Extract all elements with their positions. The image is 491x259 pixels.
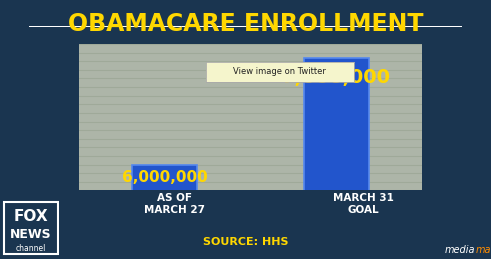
Text: MARCH 31
GOAL: MARCH 31 GOAL (333, 193, 394, 214)
Text: OBAMACARE ENROLLMENT: OBAMACARE ENROLLMENT (68, 12, 423, 36)
Bar (132, 165, 197, 259)
Text: FOX: FOX (13, 209, 48, 224)
Text: View image on Twitter: View image on Twitter (233, 67, 327, 76)
Text: 7,066,000: 7,066,000 (282, 68, 391, 87)
Text: NEWS: NEWS (10, 228, 52, 241)
Bar (303, 57, 369, 259)
Text: channel: channel (16, 244, 46, 253)
Text: AS OF
MARCH 27: AS OF MARCH 27 (144, 193, 205, 214)
Text: 6,000,000: 6,000,000 (122, 170, 207, 185)
Text: matters.org: matters.org (475, 245, 491, 255)
Text: SOURCE: HHS: SOURCE: HHS (203, 237, 288, 247)
Text: media: media (445, 245, 475, 255)
